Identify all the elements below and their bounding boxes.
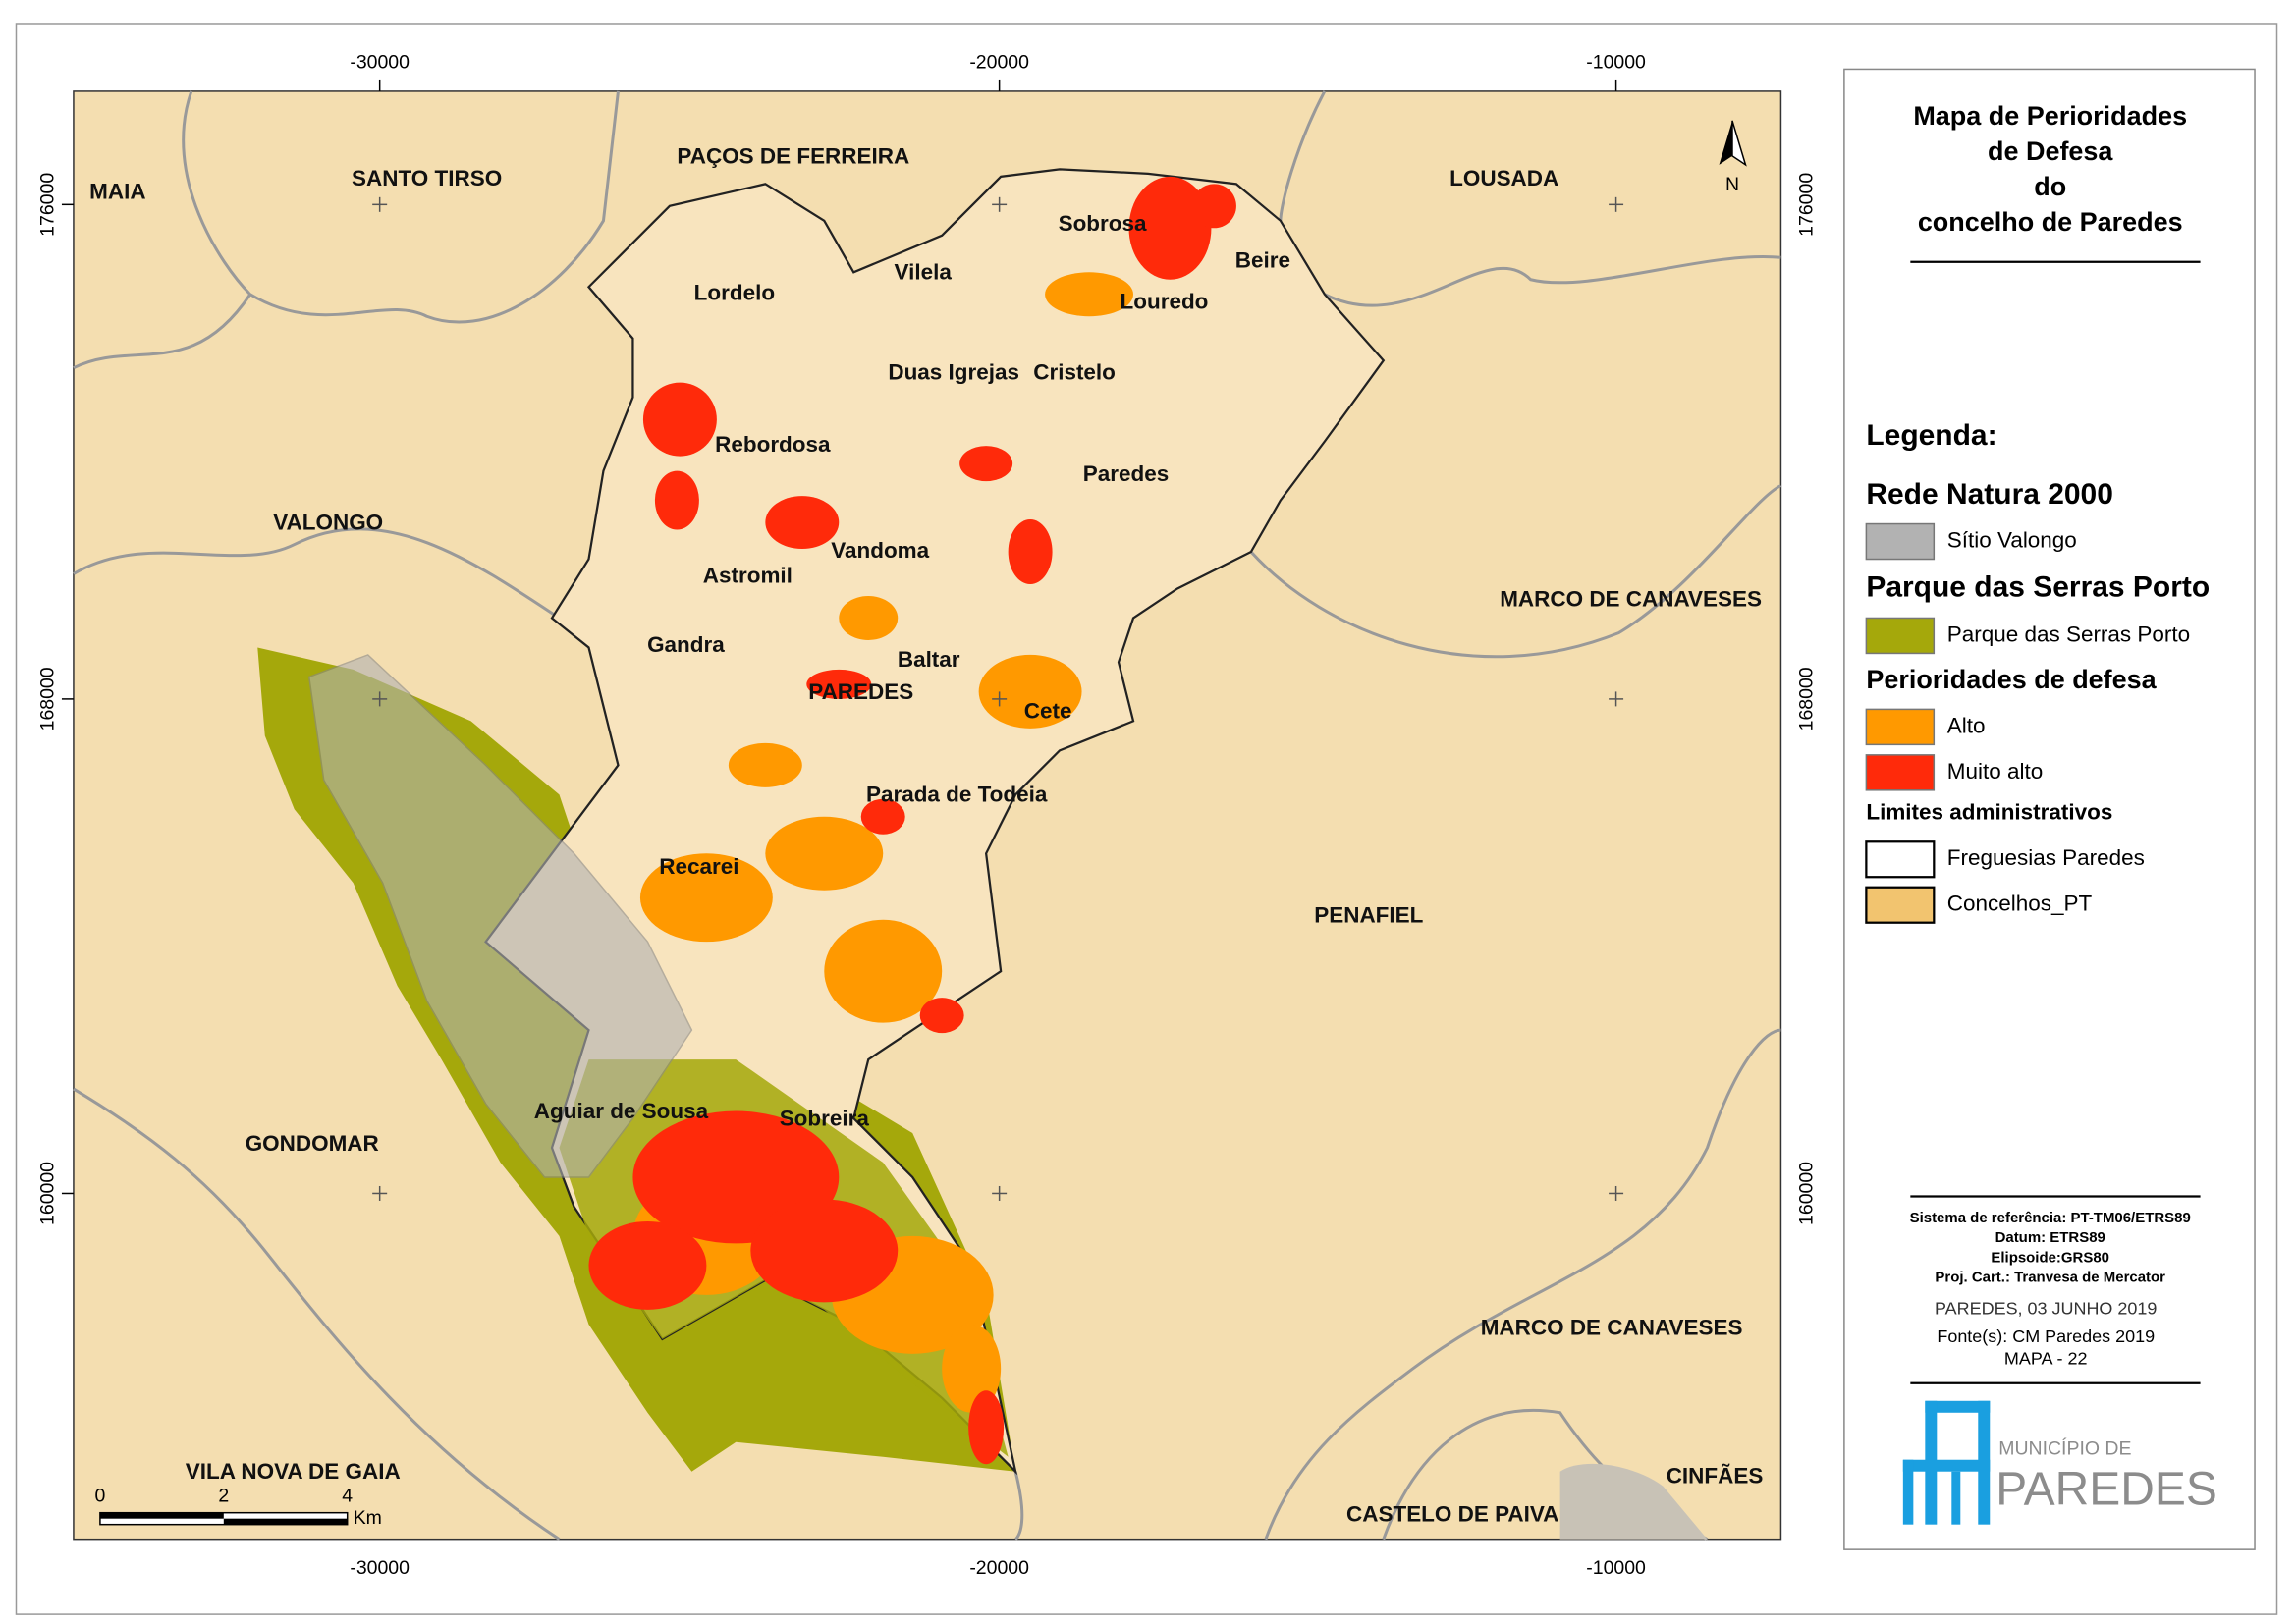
legend-group-title: Rede Natura 2000 [1866, 478, 2113, 511]
y-tick-label: 176000 [1796, 173, 1818, 237]
title-line: Mapa de Perioridades [1913, 101, 2187, 131]
y-tick-label: 168000 [37, 667, 59, 731]
map-body [73, 90, 1782, 1541]
parish-label: Sobrosa [1059, 211, 1147, 236]
parish-label: Recarei [659, 854, 738, 879]
legend-heading: Legenda: [1866, 419, 1996, 452]
parish-label: Lordelo [694, 281, 775, 305]
legend-label: Parque das Serras Porto [1947, 622, 2190, 646]
legend-swatch [1865, 522, 1936, 561]
legend-swatch [1865, 840, 1936, 879]
parish-label: Aguiar de Sousa [534, 1099, 709, 1123]
municipality-label: VALONGO [273, 510, 383, 534]
parish-label: Beire [1235, 248, 1290, 273]
municipality-label: CASTELO DE PAIVA [1346, 1502, 1558, 1527]
logo-line2: PAREDES [1995, 1463, 2217, 1515]
x-tick-label: -10000 [1586, 1557, 1646, 1579]
parish-label: Baltar [898, 647, 960, 672]
x-tick-label: -30000 [350, 52, 410, 74]
parish-label: Rebordosa [715, 432, 831, 457]
scale-label: 0 [94, 1485, 105, 1506]
legend-group-title: Perioridades de defesa [1866, 665, 2157, 694]
info-line: Elipsoide:GRS80 [1991, 1249, 2109, 1266]
x-tick-label: -30000 [350, 1557, 410, 1579]
parish-label: Sobreira [780, 1106, 870, 1130]
municipality-label: MAIA [89, 179, 145, 203]
municipal-boundaries [73, 90, 1782, 1541]
municipality-label: PENAFIEL [1314, 903, 1423, 928]
outer-frame [15, 23, 2278, 1615]
legend-label: Alto [1947, 713, 1986, 737]
municipality-label: PAÇOS DE FERREIRA [677, 143, 909, 168]
cinfaes-area [1559, 1463, 1708, 1540]
legend-label: Sítio Valongo [1947, 527, 2077, 552]
legend-group-title: Parque das Serras Porto [1866, 570, 2210, 603]
priority-patches [588, 176, 1236, 1465]
y-tick-label: 160000 [37, 1162, 59, 1225]
parish-label: Duas Igrejas [888, 360, 1019, 385]
scale-label: 4 [342, 1485, 353, 1506]
x-tick-label: -20000 [969, 1557, 1029, 1579]
parish-label: Paredes [1083, 461, 1169, 486]
scale-bar [99, 1511, 349, 1526]
legend-swatch [1865, 617, 1936, 655]
info-date: PAREDES, 03 JUNHO 2019 [1935, 1299, 2157, 1319]
info-line: Datum: ETRS89 [1995, 1229, 2105, 1246]
parish-label: Louredo [1121, 290, 1209, 314]
grid-crosses [372, 196, 1624, 1201]
legend-group-title: Limites administrativos [1866, 800, 2112, 825]
north-arrow-half [1731, 120, 1747, 167]
parish-label: Gandra [647, 632, 725, 657]
municipality-label: VILA NOVA DE GAIA [186, 1459, 401, 1484]
title-line: do [2034, 172, 2066, 201]
municipality-label: LOUSADA [1449, 166, 1558, 190]
info-line: Proj. Cart.: Tranvesa de Mercator [1935, 1270, 2165, 1286]
municipality-label: GONDOMAR [246, 1131, 379, 1156]
info-line: Sistema de referência: PT-TM06/ETRS89 [1910, 1210, 2191, 1226]
parish-label: Vilela [895, 260, 953, 285]
legend-swatch [1865, 886, 1936, 924]
sitio-valongo [307, 654, 693, 1178]
parish-label: Cristelo [1033, 360, 1116, 385]
info-source: Fonte(s): CM Paredes 2019 [1937, 1326, 2155, 1346]
municipality-label: SANTO TIRSO [352, 166, 502, 190]
info-map-id: MAPA - 22 [2004, 1349, 2088, 1369]
scale-unit: Km [354, 1507, 382, 1529]
municipality-label: MARCO DE CANAVESES [1500, 586, 1762, 611]
y-tick-label: 168000 [1796, 667, 1818, 731]
x-tick-label: -20000 [969, 52, 1029, 74]
title-line: de Defesa [1988, 136, 2113, 166]
logo-icon [1902, 1400, 1991, 1525]
legend-swatch [1865, 754, 1936, 791]
legend-panel [1843, 68, 2256, 1550]
logo-line1: MUNICÍPIO DE [1998, 1436, 2131, 1459]
parish-label: Astromil [703, 563, 793, 587]
municipality-label: CINFÃES [1667, 1464, 1764, 1489]
parish-label: PAREDES [808, 679, 913, 704]
north-label: N [1725, 174, 1739, 195]
legend-label: Freguesias Paredes [1947, 845, 2145, 870]
parish-label: Cete [1024, 698, 1072, 723]
x-tick-label: -10000 [1586, 52, 1646, 74]
legend-swatch [1865, 708, 1936, 746]
y-tick-label: 176000 [37, 173, 59, 237]
parish-label: Parada de Todeia [866, 783, 1048, 807]
title-line: concelho de Paredes [1918, 207, 2183, 237]
scale-label: 2 [218, 1485, 229, 1506]
municipality-label: MARCO DE CANAVESES [1481, 1315, 1743, 1339]
legend-label: Concelhos_PT [1947, 892, 2093, 916]
parish-label: Vandoma [831, 538, 929, 563]
legend-label: Muito alto [1947, 759, 2043, 784]
y-tick-label: 160000 [1796, 1162, 1818, 1225]
